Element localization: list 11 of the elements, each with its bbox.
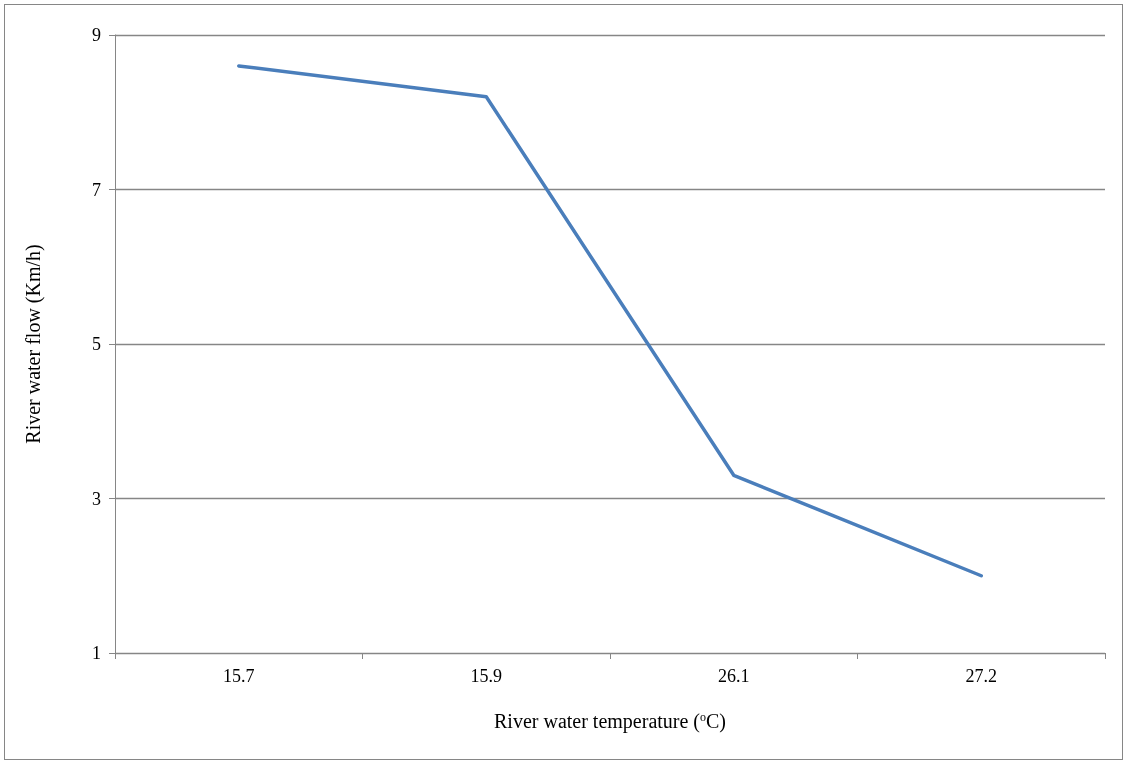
x-tick-label: 15.9	[470, 666, 502, 686]
x-tick-label: 26.1	[718, 666, 750, 686]
y-tick-label: 9	[92, 25, 101, 45]
x-tick-label: 27.2	[965, 666, 997, 686]
y-tick-label: 3	[92, 488, 101, 509]
y-tick-label: 7	[92, 179, 101, 200]
y-axis-title: River water flow (Km/h)	[22, 244, 45, 444]
x-tick-label: 15.7	[223, 666, 255, 686]
y-tick-label: 5	[92, 334, 101, 354]
y-tick-label: 1	[92, 643, 101, 663]
line-series	[237, 64, 983, 578]
